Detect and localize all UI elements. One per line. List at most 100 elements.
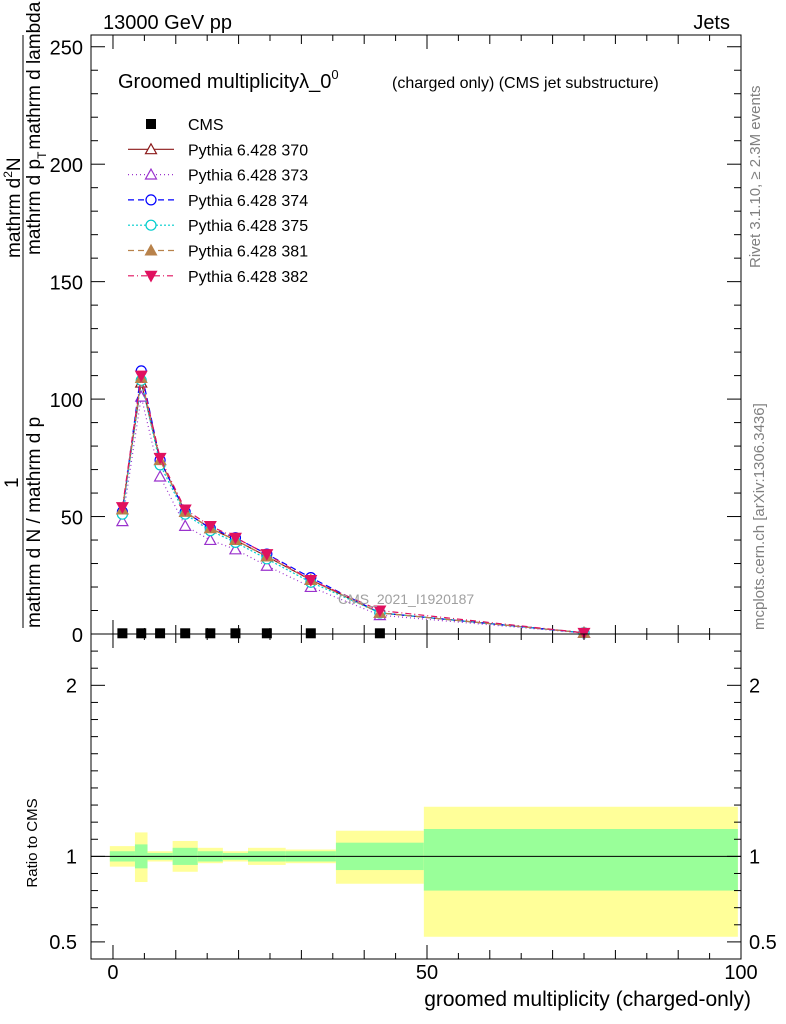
legend-label: Pythia 6.428 370 (188, 142, 308, 159)
legend-entry: Pythia 6.428 375 (128, 218, 308, 235)
legend-marker (144, 167, 158, 180)
main-y-tick-label: 200 (50, 155, 83, 177)
ratio-y-tick-label-right: 1 (749, 846, 760, 868)
main-y-tick-label: 100 (50, 390, 83, 412)
ylabel-num-n: N (4, 157, 25, 171)
legend-marker (144, 142, 158, 155)
ylabel-den-left: mathrm d N / mathrm d p (24, 417, 45, 628)
x-tick-label: 50 (416, 962, 438, 984)
legend-marker (145, 194, 157, 206)
ratio-panel: 0 50 100 0.5 0.5 1 1 2 2 (49, 633, 777, 984)
legend-marker (146, 119, 156, 129)
legend-marker (144, 243, 158, 256)
ratio-y-tick-label-right: 2 (749, 675, 760, 697)
series-point (203, 520, 217, 533)
legend: CMS Pythia 6.428 370 Pythia 6.428 373 Pythi… (128, 117, 308, 286)
rivet-version-label: Rivet 3.1.10, ≥ 2.3M events (747, 86, 764, 269)
ratio-y-ticks: 0.5 0.5 1 1 2 2 (49, 650, 777, 954)
series-point (228, 532, 242, 545)
main-series-group (115, 365, 591, 640)
ratio-y-axis-label: Ratio to CMS (24, 798, 41, 887)
ylabel-numerator: mathrm d2N (1, 157, 25, 258)
chart-title-main: Groomed multiplicityλ_0 (118, 71, 331, 93)
series-line (121, 375, 585, 634)
chart-subtitle: (charged only) (CMS jet substructure) (392, 75, 659, 92)
legend-entry: CMS (146, 117, 224, 134)
legend-marker (145, 219, 157, 231)
cms-data-point (155, 628, 166, 639)
x-tick-label: 100 (724, 962, 757, 984)
ylabel-denominator-main: mathrm d N / mathrm d p (24, 417, 45, 628)
series-line (121, 396, 585, 634)
legend-label: Pythia 6.428 373 (188, 168, 308, 185)
mcplots-label: mcplots.cern.ch [arXiv:1306.3436] (751, 403, 768, 630)
main-y-tick-label: 250 (50, 38, 83, 60)
legend-entry: Pythia 6.428 374 (128, 193, 308, 210)
legend-entry: Pythia 6.428 373 (128, 168, 308, 185)
ylabel-num-sup: 2 (1, 171, 15, 178)
ratio-bands (109, 806, 738, 937)
series-6 (115, 370, 591, 640)
main-y-tick-label: 150 (50, 273, 83, 295)
cms-data-point (261, 628, 272, 639)
chart-title-sup: 0 (331, 67, 338, 82)
ratio-x-ticks: 0 50 100 (107, 634, 758, 984)
ylabel-den-right: mathrm d lambda (24, 1, 45, 149)
ratio-y-tick-label-right: 0.5 (749, 932, 777, 954)
series-point (203, 533, 217, 546)
main-x-ticks (112, 35, 742, 634)
series-point (115, 514, 129, 527)
cms-data-point (136, 628, 147, 639)
cms-data-point (180, 628, 191, 639)
ylabel-denominator-right: mathrm d pTmathrm d lambda (24, 1, 49, 255)
ylabel-num-one: 1 (2, 477, 23, 488)
x-axis-label: groomed multiplicity (charged-only) (424, 988, 751, 1011)
ylabel-den-sub: T (35, 151, 49, 159)
legend-entry: Pythia 6.428 370 (128, 142, 308, 159)
cms-data-point (230, 628, 241, 639)
series-point (260, 559, 274, 571)
ratio-y-tick-label: 1 (66, 846, 77, 868)
x-tick-label: 0 (107, 962, 118, 984)
series-point (228, 542, 242, 555)
series-point (373, 605, 387, 618)
series-point (260, 549, 274, 561)
series-point (153, 469, 167, 482)
series-line (121, 377, 585, 634)
chart-title: Groomed multiplicityλ_00 (118, 67, 339, 93)
legend-label: CMS (188, 117, 224, 134)
main-y-ticks: 0 50 100 150 200 250 (50, 38, 741, 647)
ylabel-num-right: mathrm d (4, 178, 25, 258)
series-line (121, 380, 585, 634)
ratio-frame (90, 633, 742, 960)
main-y-axis-label: 1 mathrm d N / mathrm d p mathrm d2N mat… (1, 1, 49, 628)
main-y-tick-label: 0 (72, 625, 83, 647)
series-point (178, 504, 192, 517)
legend-label: Pythia 6.428 382 (188, 269, 308, 286)
legend-label: Pythia 6.428 381 (188, 244, 308, 261)
legend-entry: Pythia 6.428 382 (128, 269, 308, 286)
legend-entry: Pythia 6.428 381 (128, 244, 308, 261)
series-point (153, 452, 167, 465)
cms-data-point (305, 628, 316, 639)
series-point (134, 370, 148, 383)
cms-data-point (117, 628, 128, 639)
series-point (178, 519, 192, 531)
legend-label: Pythia 6.428 375 (188, 218, 308, 235)
cms-data-points (117, 628, 385, 639)
legend-label: Pythia 6.428 374 (188, 193, 308, 210)
ratio-band-inner (423, 829, 738, 891)
cms-data-point (205, 628, 216, 639)
cms-data-point (374, 628, 385, 639)
analysis-watermark: CMS_2021_I1920187 (338, 591, 474, 607)
main-y-tick-label: 50 (61, 508, 83, 530)
ylabel-den-mid: mathrm d p (24, 159, 45, 255)
header-energy-label: 13000 GeV pp (103, 12, 232, 34)
header-jets-label: Jets (693, 12, 730, 34)
ratio-y-tick-label: 0.5 (49, 932, 77, 954)
series-point (577, 627, 591, 640)
series-point (115, 502, 129, 514)
ratio-y-tick-label: 2 (66, 675, 77, 697)
